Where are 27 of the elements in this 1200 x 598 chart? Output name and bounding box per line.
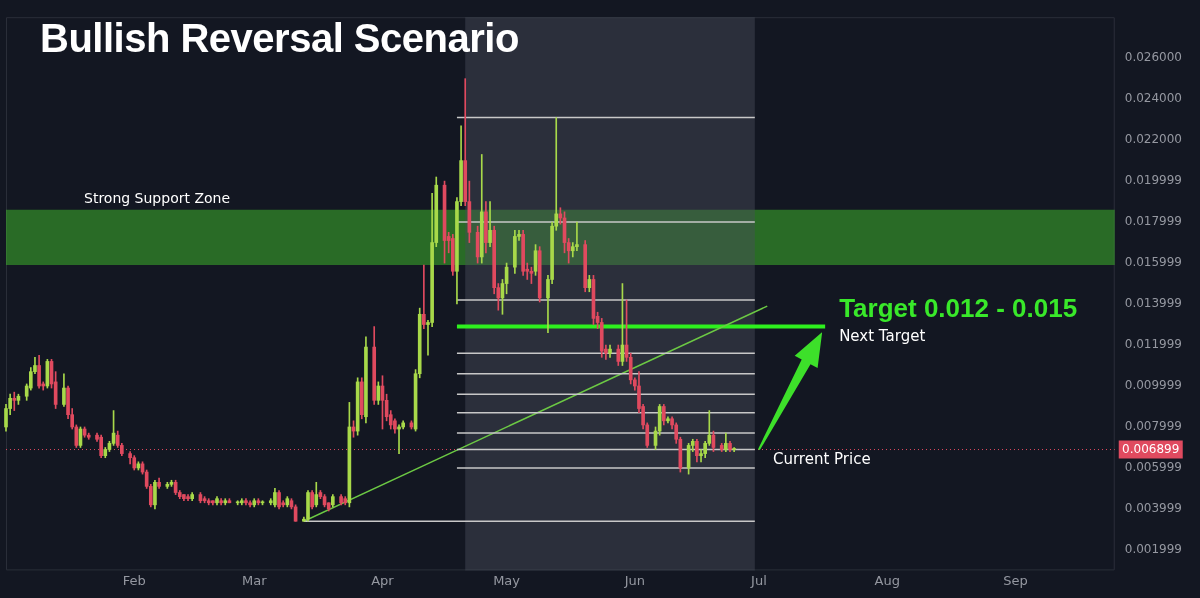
annotation: Target 0.012 - 0.015 — [839, 292, 1078, 323]
chart-title: Bullish Reversal Scenario — [40, 15, 519, 62]
x-tick-label: May — [493, 572, 521, 588]
x-tick-label: Jul — [750, 572, 767, 588]
y-tick-label: 0.007999 — [1124, 419, 1183, 434]
y-tick-label: 0.013999 — [1124, 296, 1183, 311]
y-tick-label: 0.005999 — [1124, 460, 1183, 475]
y-tick-label: 0.015999 — [1124, 255, 1183, 270]
annotation: Current Price — [772, 449, 871, 468]
y-tick-label: 0.019999 — [1124, 173, 1183, 188]
x-tick-label: Jun — [623, 572, 645, 588]
y-tick-label: 0.011999 — [1124, 337, 1183, 352]
ref-line-label: 0.006899 — [1122, 441, 1180, 456]
y-tick-label: 0.026000 — [1124, 50, 1183, 65]
y-tick-label: 0.017999 — [1124, 214, 1183, 229]
x-tick-label: Sep — [1003, 572, 1028, 588]
x-tick-label: Mar — [241, 572, 268, 588]
y-tick-label: 0.001999 — [1124, 542, 1183, 557]
x-tick-label: Feb — [122, 572, 146, 588]
y-tick-label: 0.022000 — [1124, 132, 1183, 147]
x-tick-label: Apr — [371, 572, 395, 588]
band-label: Strong Support Zone — [84, 190, 231, 207]
y-tick-label: 0.003999 — [1124, 501, 1183, 516]
y-tick-label: 0.009999 — [1124, 378, 1183, 393]
y-tick-label: 0.024000 — [1124, 91, 1183, 106]
annotation: Next Target — [839, 326, 926, 345]
x-tick-label: Aug — [874, 572, 900, 588]
